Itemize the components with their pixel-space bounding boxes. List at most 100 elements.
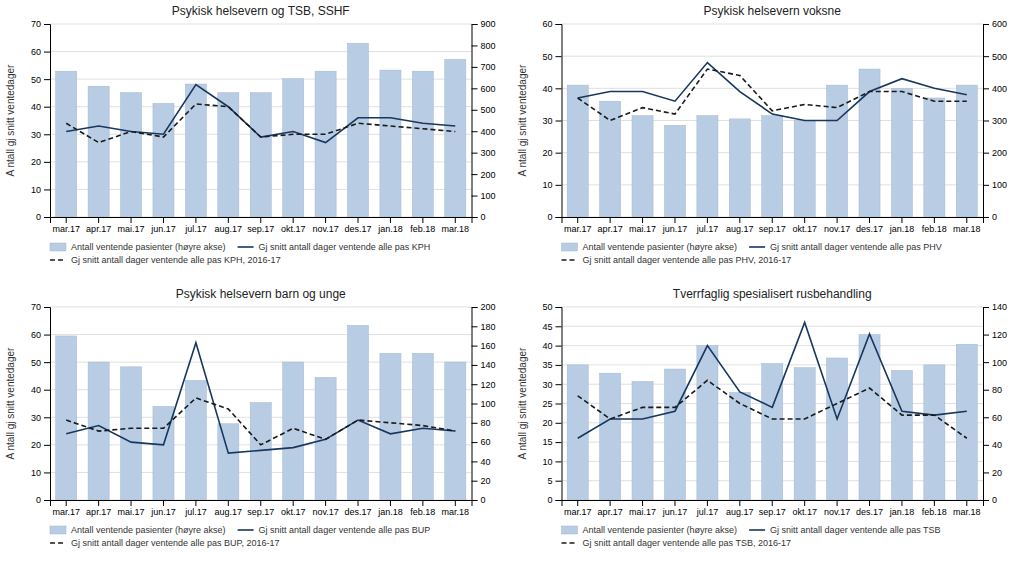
bar bbox=[664, 125, 685, 217]
tick-label: 60 bbox=[31, 330, 41, 340]
y-axis: 010203040506070 bbox=[31, 302, 51, 505]
tick: jun.17 bbox=[150, 500, 176, 517]
axis-title: A ntall gj snitt ventedager bbox=[517, 64, 528, 176]
axis-line bbox=[984, 308, 990, 501]
title: Psykisk helsevern og TSB, SSHF bbox=[172, 4, 350, 18]
tick: 35 bbox=[542, 360, 561, 370]
tick-mark bbox=[934, 217, 935, 223]
tick-mark bbox=[472, 326, 478, 327]
tick-mark bbox=[772, 217, 773, 223]
line bbox=[578, 63, 967, 121]
tick: feb.18 bbox=[410, 500, 435, 517]
tick-mark bbox=[228, 500, 229, 506]
tick-label: nov.17 bbox=[824, 224, 850, 234]
bar bbox=[827, 85, 848, 217]
legend-swatch bbox=[238, 529, 254, 531]
bar bbox=[632, 381, 653, 500]
tick-label: 40 bbox=[992, 440, 1002, 450]
tick-label: jul.17 bbox=[696, 507, 719, 517]
bar bbox=[956, 85, 977, 217]
tick-label: 0 bbox=[36, 495, 41, 505]
tick: apr.17 bbox=[86, 217, 111, 234]
grid-line bbox=[50, 51, 472, 52]
tick-label: 120 bbox=[992, 330, 1007, 340]
grid-line bbox=[50, 389, 472, 390]
axis-title: A ntall gj snitt ventedager bbox=[517, 347, 528, 459]
tick-label: jun.17 bbox=[150, 224, 176, 234]
tick-label: 60 bbox=[481, 437, 491, 447]
tick-mark bbox=[195, 500, 196, 506]
legend-item: Antall ventende pasienter (høyre akse) bbox=[562, 242, 738, 252]
tick-label: aug.17 bbox=[726, 507, 754, 517]
plot-area bbox=[567, 63, 977, 217]
tick-mark bbox=[739, 500, 740, 506]
tick-mark bbox=[472, 307, 478, 308]
bar bbox=[283, 362, 304, 500]
tick-mark bbox=[966, 217, 967, 223]
legend-swatch bbox=[562, 526, 578, 534]
tick: 10 bbox=[542, 180, 561, 190]
tick: 600 bbox=[472, 84, 496, 94]
tick-mark bbox=[983, 217, 989, 218]
tick-mark bbox=[556, 307, 562, 308]
grid-line bbox=[50, 334, 472, 335]
bar bbox=[56, 336, 77, 500]
title: Psykisk helsevern barn og unge bbox=[176, 287, 346, 301]
tick-mark bbox=[325, 500, 326, 506]
tick: 20 bbox=[983, 468, 1002, 478]
bar bbox=[218, 424, 239, 500]
tick-mark bbox=[455, 217, 456, 223]
axis-title: A ntall gj snitt ventedager bbox=[5, 347, 16, 459]
tick-mark bbox=[44, 134, 50, 135]
tick: 500 bbox=[983, 52, 1007, 62]
tick: 50 bbox=[31, 75, 50, 85]
tick-mark bbox=[390, 217, 391, 223]
line bbox=[578, 380, 967, 438]
tick: 50 bbox=[31, 358, 50, 368]
tick-label: mar.18 bbox=[442, 507, 470, 517]
tick-mark bbox=[642, 500, 643, 506]
tick-label: mar.18 bbox=[953, 224, 981, 234]
bar bbox=[121, 93, 142, 217]
tick-label: 100 bbox=[481, 191, 496, 201]
tick-label: 200 bbox=[481, 302, 496, 312]
tick-mark bbox=[804, 500, 805, 506]
tick: 160 bbox=[472, 341, 496, 351]
tick: 60 bbox=[472, 437, 491, 447]
tick: 0 bbox=[36, 212, 50, 222]
tick-mark bbox=[610, 500, 611, 506]
tick-mark bbox=[983, 335, 989, 336]
legend-label: Antall ventende pasienter (høyre akse) bbox=[583, 242, 738, 252]
tick: des.17 bbox=[345, 500, 372, 517]
tick-label: 40 bbox=[31, 385, 41, 395]
tick-label: okt.17 bbox=[281, 224, 306, 234]
tick: mar.17 bbox=[52, 500, 80, 517]
line bbox=[578, 322, 967, 438]
tick-label: jun.17 bbox=[150, 507, 176, 517]
tick-label: 0 bbox=[481, 495, 486, 505]
tick: 300 bbox=[472, 148, 496, 158]
tick-mark bbox=[577, 217, 578, 223]
tick-label: jan.18 bbox=[889, 224, 915, 234]
tick-mark bbox=[293, 217, 294, 223]
tick: mar.18 bbox=[953, 500, 981, 517]
legend-swatch bbox=[749, 246, 765, 248]
tick-mark bbox=[44, 500, 50, 501]
tick-mark bbox=[472, 481, 478, 482]
tick: 60 bbox=[983, 413, 1002, 423]
axis-line bbox=[51, 501, 473, 507]
bar bbox=[762, 364, 783, 500]
tick-mark bbox=[44, 472, 50, 473]
tick: okt.17 bbox=[281, 500, 306, 517]
legend-item: Gj snitt antall dager ventende alle pas … bbox=[50, 255, 281, 265]
tick: 400 bbox=[983, 84, 1007, 94]
legend-item: Gj snitt antall dager ventende alle pas … bbox=[562, 255, 792, 265]
tick-mark bbox=[556, 442, 562, 443]
tick-mark bbox=[707, 217, 708, 223]
tick-mark bbox=[772, 500, 773, 506]
tick-label: des.17 bbox=[856, 507, 883, 517]
tick-mark bbox=[869, 500, 870, 506]
tick-mark bbox=[983, 417, 989, 418]
tick-label: 15 bbox=[542, 437, 552, 447]
tick: aug.17 bbox=[726, 500, 754, 517]
